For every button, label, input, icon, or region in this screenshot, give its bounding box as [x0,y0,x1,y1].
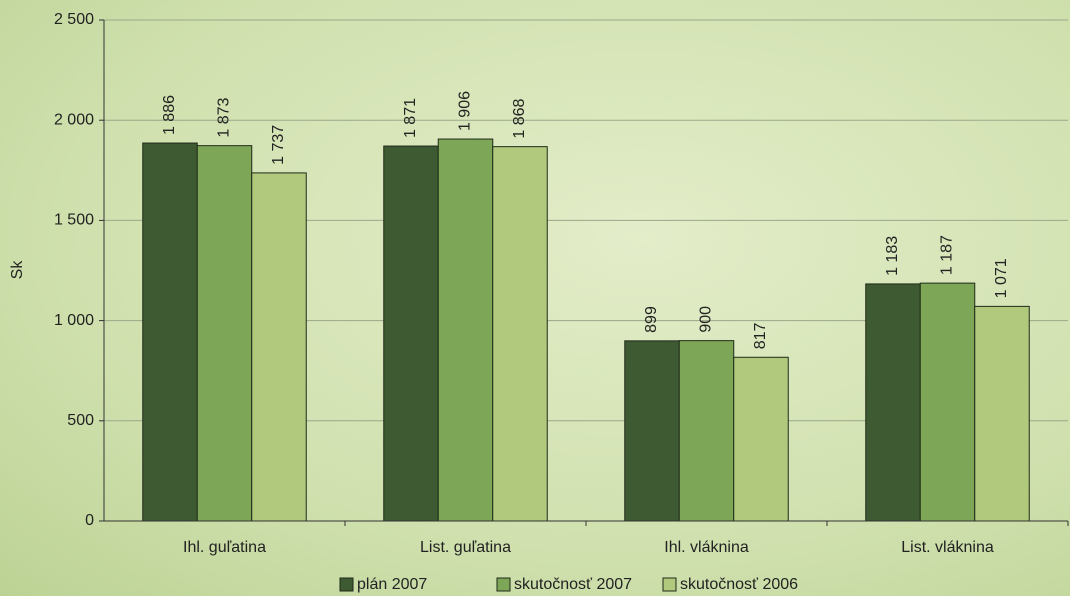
x-tick-label: Ihl. vláknina [664,539,749,556]
data-label: 1 871 [402,98,419,138]
bar [492,146,548,522]
data-label: 1 873 [216,98,233,138]
x-tick-label: List. vláknina [901,539,994,556]
y-tick-label: 1 500 [54,212,94,229]
bar [678,340,735,522]
data-label: 1 187 [939,235,956,275]
data-label: 1 737 [270,125,287,165]
legend-swatch [339,577,354,592]
data-label: 899 [643,306,660,333]
data-label: 1 183 [884,236,901,276]
bar [624,340,680,522]
y-tick-label: 2 000 [54,111,94,128]
data-label: 900 [698,306,715,333]
legend-label: plán 2007 [357,576,427,593]
bar [437,138,494,522]
data-label: 817 [752,322,769,349]
data-label: 1 886 [161,95,178,135]
bar [196,145,253,522]
bar [865,283,921,522]
bar [251,172,307,522]
bar [974,305,1030,522]
bar [919,282,976,522]
data-label: 1 071 [993,258,1010,298]
x-tick-label: List. guľatina [420,539,511,556]
x-tick-label: Ihl. guľatina [183,539,266,556]
legend-swatch [496,577,511,592]
legend-swatch [662,577,677,592]
bar [383,145,439,522]
data-label: 1 906 [457,91,474,131]
data-label: 1 868 [511,99,528,139]
legend-label: skutočnosť 2007 [514,576,632,593]
bar [142,142,198,522]
y-tick-label: 500 [67,412,94,429]
y-axis-label: Sk [9,260,26,280]
legend-label: skutočnosť 2006 [680,576,798,593]
y-tick-label: 1 000 [54,312,94,329]
bar [733,356,789,522]
y-tick-label: 2 500 [54,11,94,28]
y-tick-label: 0 [85,512,94,529]
